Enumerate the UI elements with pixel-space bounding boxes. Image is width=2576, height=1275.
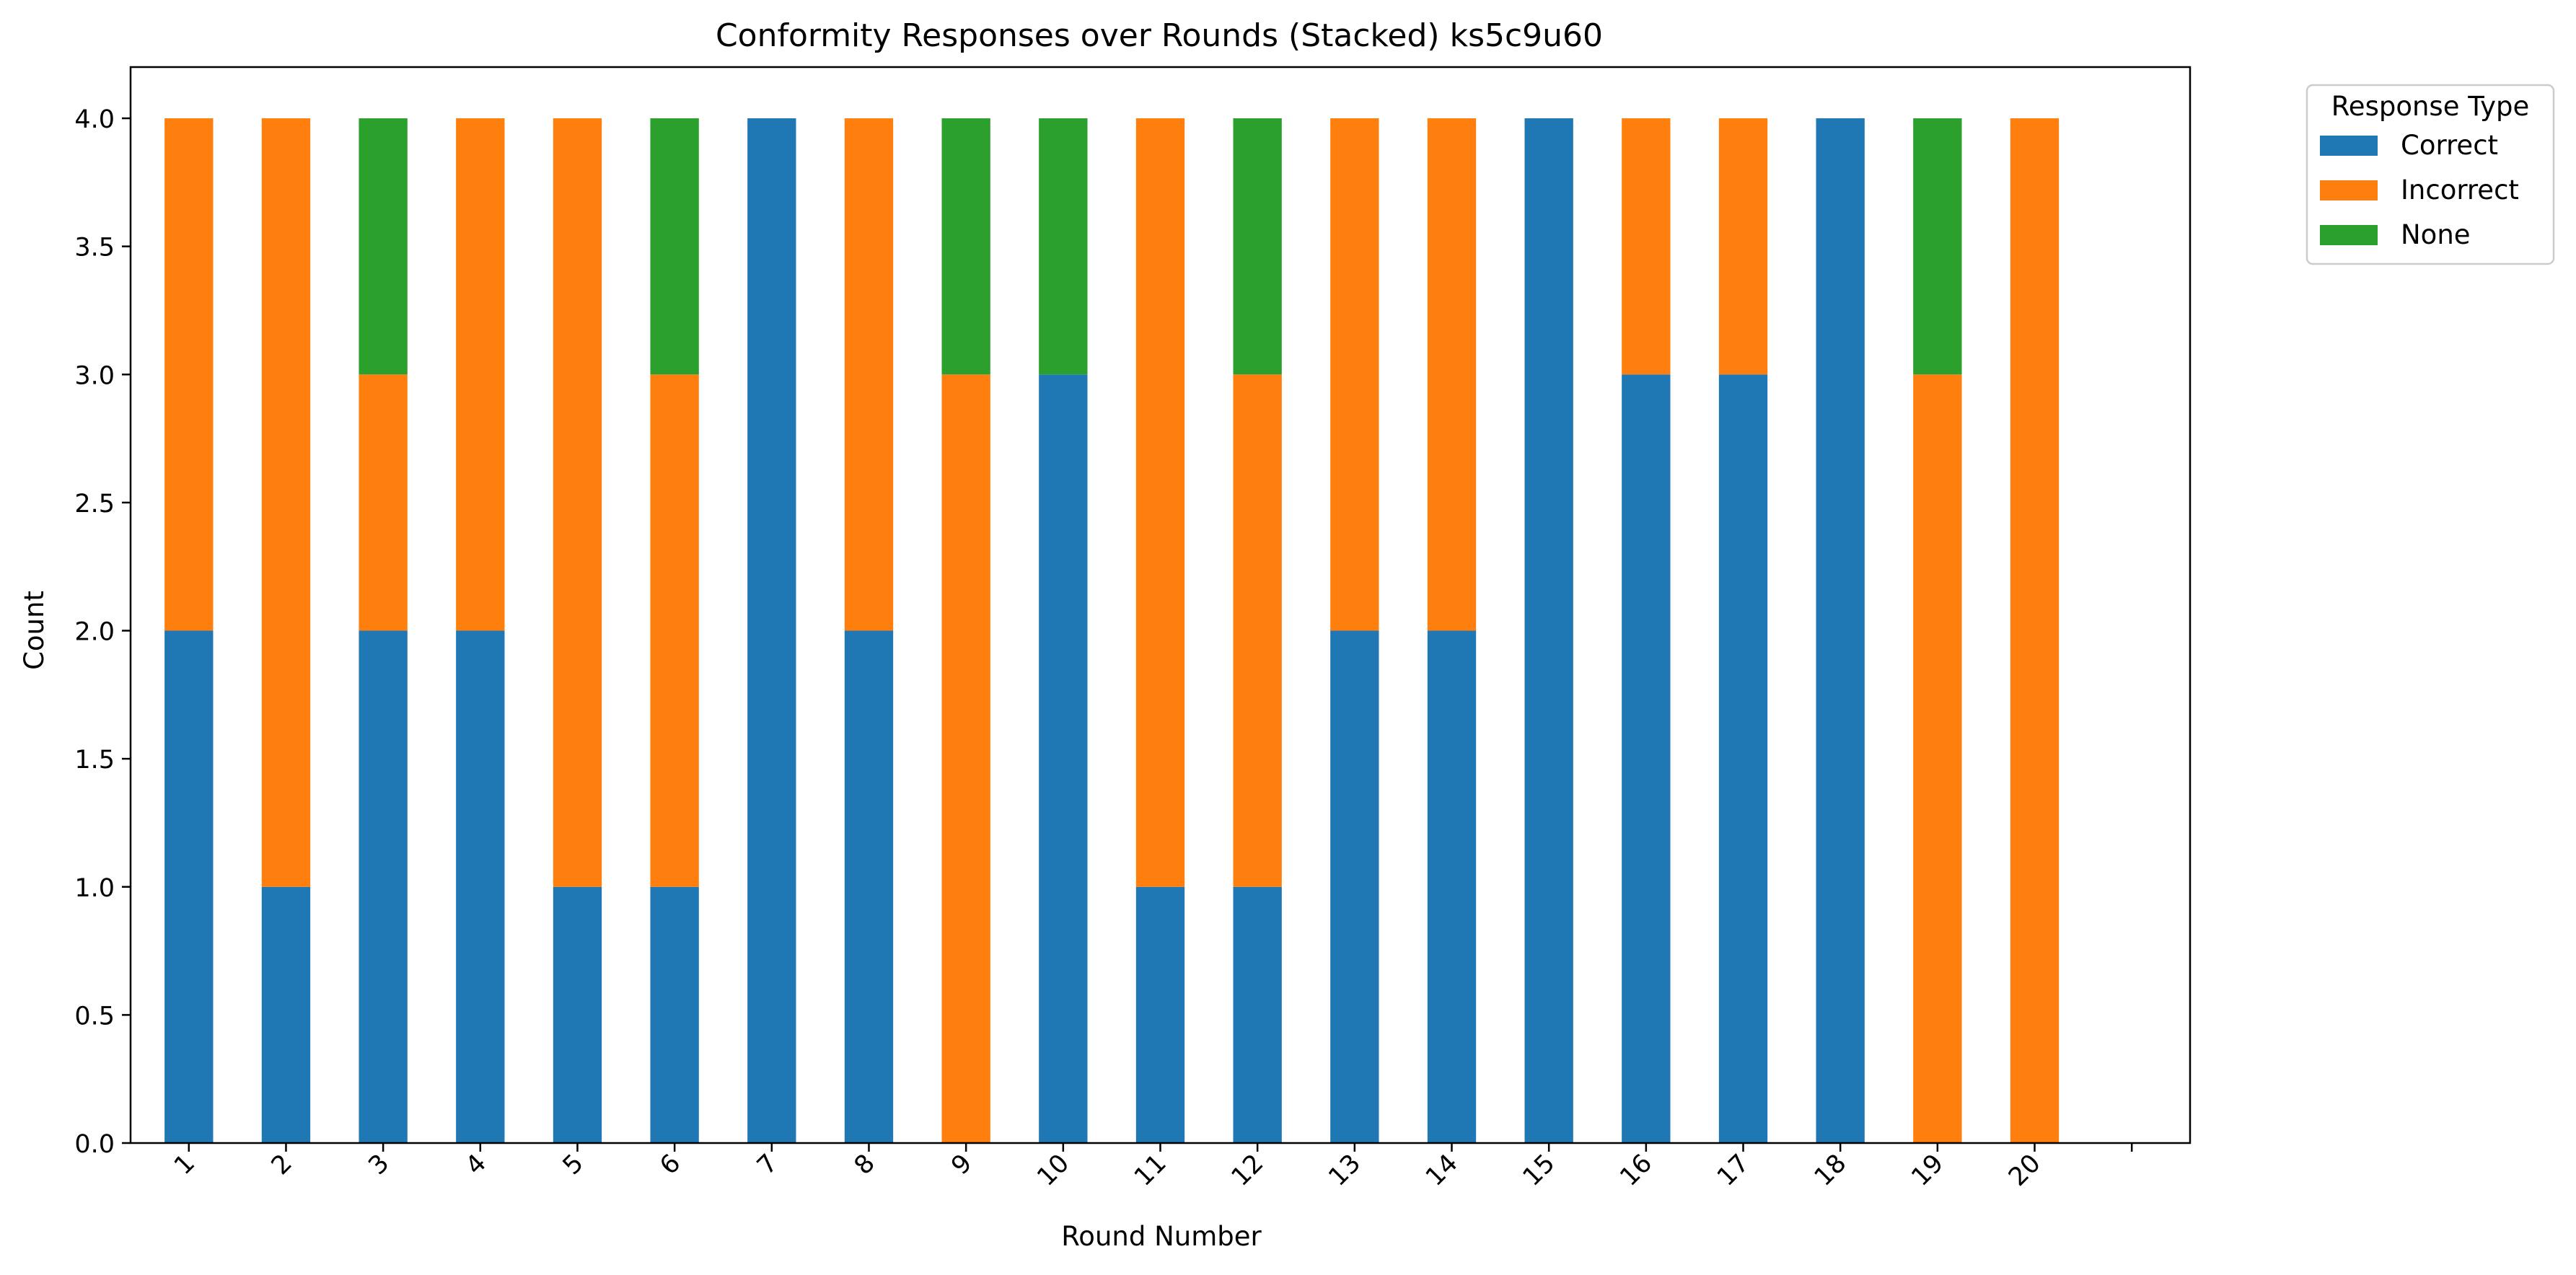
bar-correct-round-13 [1330, 630, 1379, 1143]
bar-incorrect-round-4 [456, 118, 505, 631]
bar-incorrect-round-9 [941, 374, 990, 1144]
y-tick-label: 3.0 [74, 361, 115, 390]
bar-none-round-12 [1233, 118, 1282, 375]
bar-incorrect-round-5 [553, 118, 602, 887]
bar-none-round-9 [941, 118, 990, 375]
y-tick-label: 2.5 [74, 490, 115, 519]
bar-incorrect-round-6 [650, 374, 699, 887]
y-axis-label: Count [19, 591, 50, 670]
legend-swatch-incorrect [2320, 180, 2378, 200]
bar-correct-round-1 [164, 630, 214, 1143]
bar-correct-round-12 [1233, 886, 1282, 1143]
legend: Response Type Correct Incorrect None [2305, 84, 2555, 265]
y-tick-label: 1.0 [74, 874, 115, 903]
legend-swatch-none [2320, 225, 2378, 245]
bar-incorrect-round-2 [261, 118, 311, 887]
y-tick-label: 3.5 [74, 234, 115, 262]
bar-incorrect-round-3 [359, 374, 408, 631]
bar-correct-round-16 [1622, 374, 1671, 1144]
bar-correct-round-8 [844, 630, 894, 1143]
bar-correct-round-14 [1427, 630, 1477, 1143]
bar-correct-round-15 [1524, 118, 1573, 1144]
bar-incorrect-round-14 [1427, 118, 1477, 631]
bar-correct-round-7 [747, 118, 796, 1144]
legend-title: Response Type [2331, 91, 2529, 122]
bar-correct-round-2 [261, 886, 311, 1143]
legend-label-none: None [2401, 219, 2471, 250]
y-tick-label: 0.0 [74, 1130, 115, 1159]
bar-incorrect-round-1 [164, 118, 214, 631]
bar-correct-round-11 [1135, 886, 1185, 1143]
bar-none-round-6 [650, 118, 699, 375]
legend-label-correct: Correct [2401, 130, 2498, 161]
bar-correct-round-6 [650, 886, 699, 1143]
legend-box [2305, 84, 2555, 265]
bar-incorrect-round-20 [2010, 118, 2060, 1144]
bar-group [164, 118, 2060, 1144]
x-axis-label: Round Number [1061, 1221, 1262, 1252]
bar-correct-round-3 [359, 630, 408, 1143]
y-tick-label: 1.5 [74, 746, 115, 775]
bar-incorrect-round-8 [844, 118, 894, 631]
bar-none-round-19 [1913, 118, 1962, 375]
y-tick-label: 0.5 [74, 1002, 115, 1031]
bar-correct-round-10 [1039, 374, 1088, 1144]
bar-incorrect-round-13 [1330, 118, 1379, 631]
chart-title: Conformity Responses over Rounds (Stacke… [716, 17, 1603, 54]
bar-incorrect-round-17 [1718, 118, 1768, 375]
legend-swatch-correct [2320, 136, 2378, 156]
bar-correct-round-5 [553, 886, 602, 1143]
bar-correct-round-17 [1718, 374, 1768, 1144]
bar-none-round-3 [359, 118, 408, 375]
bar-correct-round-4 [456, 630, 505, 1143]
legend-label-incorrect: Incorrect [2401, 175, 2519, 206]
bar-incorrect-round-16 [1622, 118, 1671, 375]
y-tick-label: 4.0 [74, 105, 115, 134]
bar-correct-round-18 [1816, 118, 1865, 1144]
bar-incorrect-round-11 [1135, 118, 1185, 887]
y-tick-label: 2.0 [74, 618, 115, 647]
bar-incorrect-round-19 [1913, 374, 1962, 1144]
bar-incorrect-round-12 [1233, 374, 1282, 887]
bar-none-round-10 [1039, 118, 1088, 375]
